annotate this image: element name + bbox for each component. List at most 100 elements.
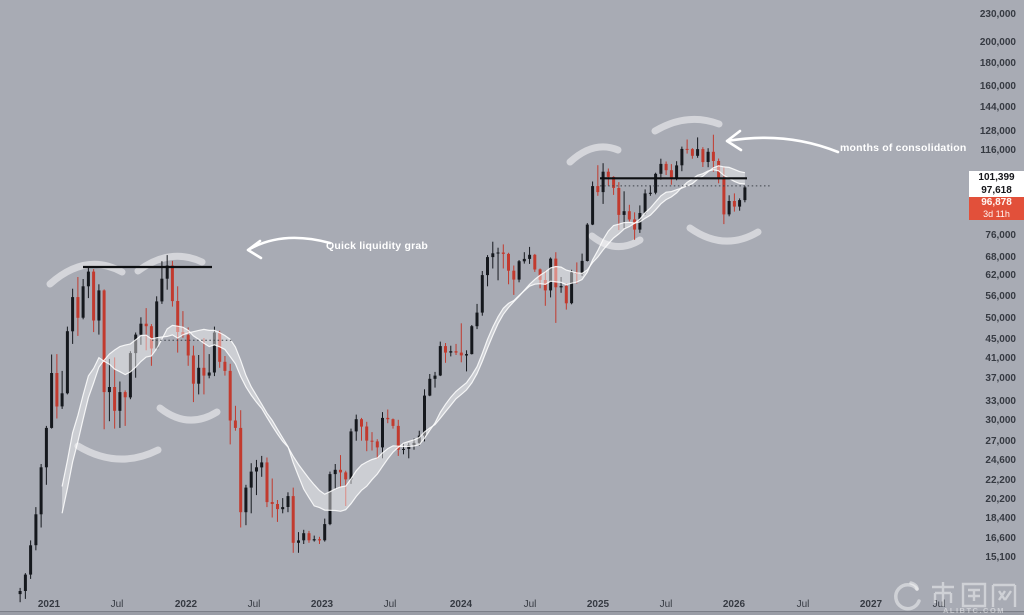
emphasis-arc-dome [566,143,622,166]
price-tick-label: 62,000 [985,270,1016,281]
emphasis-arc-cup [686,224,762,245]
arrow-to-liquidity-grab [246,236,332,260]
candle-body [549,258,553,291]
candle-body [97,290,101,321]
candle-body [123,392,127,398]
candle-body [486,257,489,276]
candle-body [375,441,379,448]
candle-body [732,201,736,207]
price-tick-label: 27,000 [985,436,1016,447]
time-tick-label-2026: 2026 [722,599,746,610]
candle-body [617,188,621,215]
candle-body [444,346,447,353]
time-tick-label-jul: Jul [523,599,537,610]
annotation-months-of-consolidation: months of consolidation [840,142,967,154]
candle-body [470,326,474,355]
last-price-label: 96,878 3d 11h [969,197,1024,220]
price-tick-label: 30,000 [985,415,1016,426]
candle-body [128,353,132,398]
candle-body [113,387,117,411]
candle-body [417,435,421,443]
watermark-brand-glyphs [932,582,1017,608]
time-tick-label-2022: 2022 [174,599,198,610]
candle-body [39,467,43,515]
candle-body [60,393,64,407]
time-axis[interactable]: 2021 Jul 2022 Jul 2023 Jul 2024 Jul 2025 Jul 2026 J… [0,598,1024,611]
candle-body [339,469,342,473]
time-axis-separator [0,611,1024,612]
candle-body [291,496,295,543]
time-tick-label-jul: Jul [383,599,397,610]
candle-body [596,186,600,193]
price-label-upper: 101,399 [969,171,1024,184]
candle-body [438,346,442,376]
candle-body [533,254,537,270]
price-tick-label: 116,000 [980,145,1016,156]
candle-body [354,419,358,432]
emphasis-arc-dome [651,115,723,135]
price-tick-label: 230,000 [979,9,1016,20]
candle-body [507,253,510,271]
candle-body [528,254,532,259]
watermark: ALIBTC.COM [891,579,1018,615]
candle-body [328,474,332,525]
emphasis-arc-cup [588,232,644,250]
candle-body [139,323,143,335]
price-tick-label: 128,000 [979,126,1016,137]
candle-body [633,219,637,230]
ma-band-ema-line [61,169,745,495]
candle-body [627,211,631,220]
candle-body [34,514,38,546]
candle-body [160,278,164,302]
candle-body [396,425,400,450]
time-tick-label-2023: 2023 [310,599,334,610]
candle-body [265,462,269,503]
candle-body [701,149,705,163]
time-tick-label-jul: Jul [110,599,124,610]
price-tick-label: 76,000 [985,230,1016,241]
candle-body [491,253,495,258]
candle-body [307,533,311,541]
time-tick-label-jul: Jul [796,599,810,610]
price-tick-label: 37,000 [985,373,1016,384]
price-tick-label: 41,000 [985,353,1016,364]
candle-body [570,272,574,304]
candle-body [349,431,353,480]
time-axis-strip [0,612,1024,615]
candle-body [459,352,463,356]
price-tick-label: 144,000 [979,102,1016,113]
candle-body [475,312,479,327]
price-axis[interactable]: 230,000 200,000 180,000 160,000 144,000 128,0… [962,0,1024,612]
candle-body [522,258,526,262]
candle-countdown: 3d 11h [983,209,1010,219]
candle-body [107,387,111,393]
price-tick-label: 16,600 [985,533,1016,544]
candle-body [559,286,563,288]
candle-body [365,426,369,441]
candle-body [276,504,279,510]
price-tick-label: 68,000 [985,252,1016,263]
price-tick-label: 18,400 [985,513,1016,524]
candle-body [622,211,626,215]
candle-body [685,148,689,150]
emphasis-arc-cup [74,442,162,463]
candle-body [454,351,458,353]
price-tick-label: 160,000 [979,81,1016,92]
ma-band-fill [62,165,745,514]
candle-body [564,286,568,304]
candle-body [65,331,69,394]
candle-body [669,170,673,179]
candle-body [717,161,721,179]
candle-body [207,372,211,376]
candle-body [585,224,589,261]
candle-body [186,335,190,356]
candle-body [659,163,663,174]
time-tick-label-2025: 2025 [586,599,610,610]
price-tick-label: 33,000 [985,396,1016,407]
time-tick-label-2024: 2024 [449,599,473,610]
candle-body [743,187,747,201]
candle-body [648,192,652,194]
candle-body [81,286,85,318]
